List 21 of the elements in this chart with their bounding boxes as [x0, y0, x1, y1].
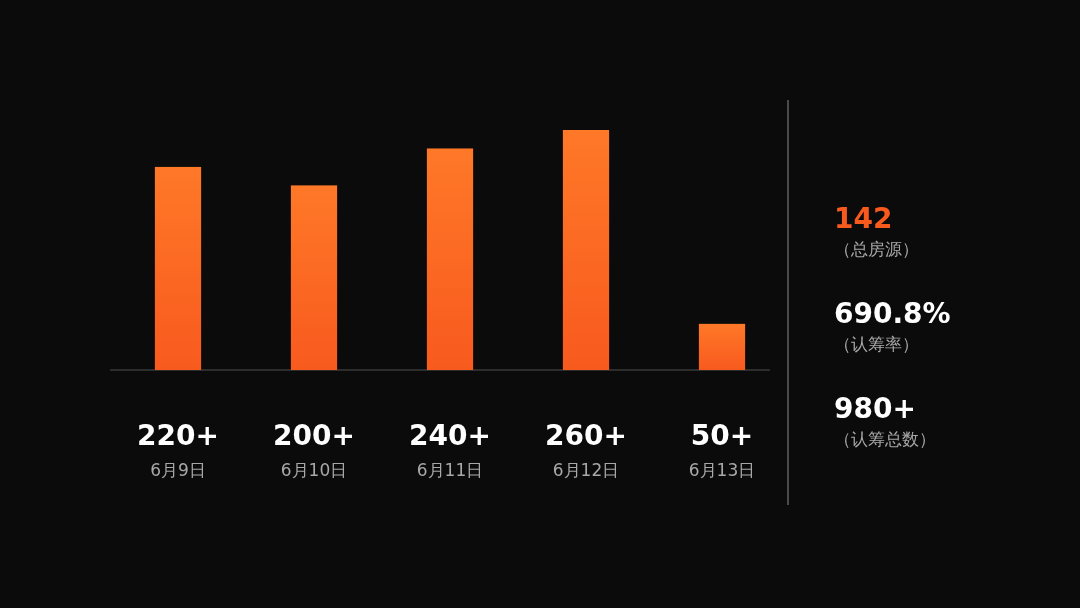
data-label: 50+ [690, 419, 754, 452]
text: 142 [834, 202, 893, 235]
x-tick-label: 6月12日 [552, 460, 620, 480]
text: （认筹总数） [834, 429, 936, 449]
bar [426, 148, 474, 370]
data-label: 240+ [409, 419, 491, 452]
text: 980+ [834, 392, 916, 425]
data-label: 200+ [273, 419, 355, 452]
x-tick-label: 6月13日 [688, 460, 756, 480]
bar [154, 166, 202, 370]
data-label: 220+ [137, 419, 219, 452]
x-tick-label: 6月9日 [150, 460, 206, 480]
x-tick-label: 6月10日 [280, 460, 348, 480]
text: （总房源） [834, 239, 919, 259]
text: （认筹率） [834, 334, 919, 354]
x-tick-label: 6月11日 [416, 460, 484, 480]
bar [290, 185, 338, 370]
data-label: 260+ [545, 419, 627, 452]
text: 690.8% [834, 297, 951, 330]
bar [562, 130, 610, 370]
bar [698, 323, 746, 370]
